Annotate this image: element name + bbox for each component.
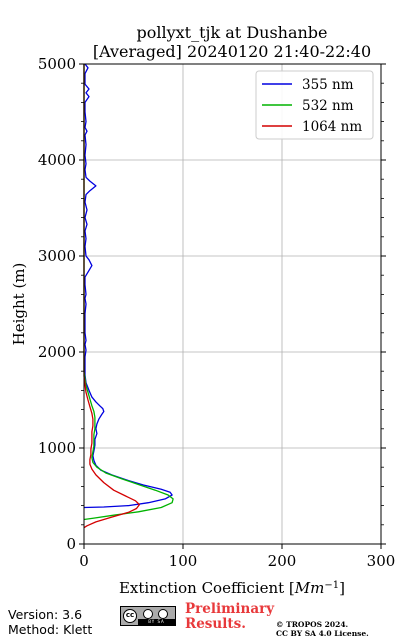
- footer-info: Version: 3.6 Method: Klett: [8, 607, 92, 637]
- version-text: Version: 3.6: [8, 607, 83, 622]
- y-tick-label-2: 2000: [38, 343, 76, 361]
- preliminary-notice: Preliminary Results.: [185, 602, 274, 632]
- legend-label-0: 355 nm: [302, 77, 354, 93]
- cc-by-icon: [143, 609, 153, 619]
- plot-frame: [83, 63, 382, 545]
- chart-title: pollyxt_tjk at Dushanbe: [136, 23, 327, 42]
- series-line-532-nm: [83, 64, 174, 521]
- method-text: Method: Klett: [8, 622, 93, 637]
- x-tick-label-0: 0: [79, 552, 89, 570]
- cc-license-icon: cc BY SA: [120, 606, 176, 626]
- cc-logo-icon: cc: [123, 609, 137, 623]
- series-line-355-nm: [83, 63, 173, 509]
- legend: 355 nm 532 nm 1064 nm: [255, 70, 374, 140]
- cc-strip: BY SA: [138, 619, 175, 625]
- y-axis-label: Height (m): [10, 263, 28, 346]
- copyright-line-1: © TROPOS 2024.: [276, 620, 349, 629]
- y-tick-label-0: 0: [66, 535, 76, 553]
- x-tick-label-2: 200: [268, 552, 297, 570]
- y-tick-label-3: 3000: [38, 247, 76, 265]
- axis-ticks: [79, 63, 386, 549]
- x-tick-label-1: 100: [169, 552, 198, 570]
- preliminary-line-2: Results.: [185, 616, 246, 632]
- y-tick-label-4: 4000: [38, 151, 76, 169]
- x-tick-label-3: 300: [367, 552, 396, 570]
- legend-label-1: 532 nm: [302, 98, 354, 114]
- copyright-notice: © TROPOS 2024. CC BY SA 4.0 License.: [276, 620, 369, 638]
- x-axis-label: Extinction Coefficient [Mm−1]: [119, 579, 345, 597]
- y-tick-label-1: 1000: [38, 439, 76, 457]
- legend-box: [255, 70, 374, 140]
- series-layer: [83, 63, 174, 529]
- copyright-line-2: CC BY SA 4.0 License.: [276, 629, 369, 638]
- preliminary-line-1: Preliminary: [185, 601, 275, 617]
- y-tick-label-5: 5000: [38, 55, 76, 73]
- chart-subtitle: [Averaged] 20240120 21:40-22:40: [93, 42, 371, 61]
- cc-sa-icon: [158, 609, 168, 619]
- legend-label-2: 1064 nm: [302, 119, 362, 135]
